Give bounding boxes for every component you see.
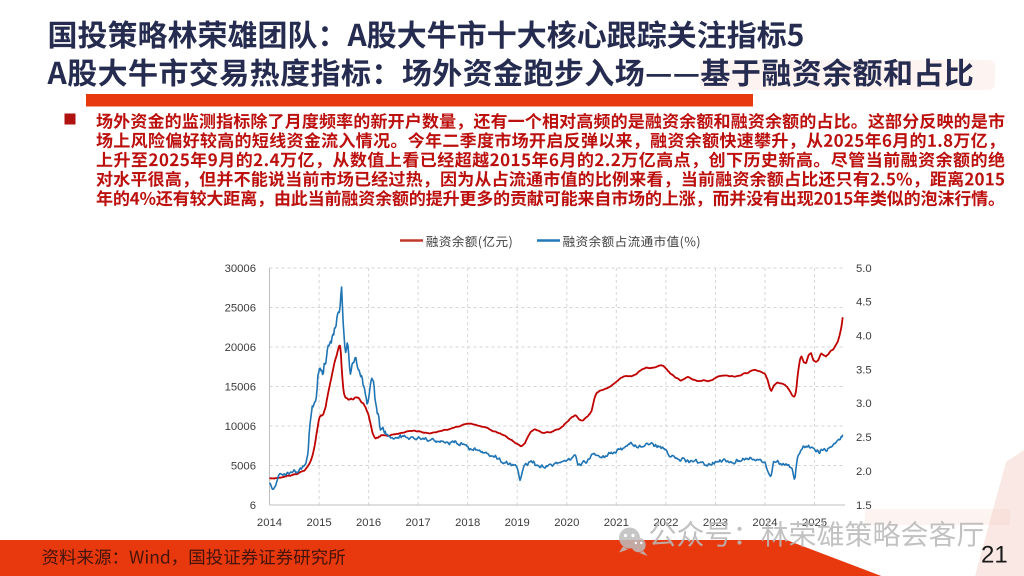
svg-text:2.5: 2.5 — [856, 432, 872, 444]
svg-text:30006: 30006 — [225, 263, 256, 275]
svg-text:6: 6 — [250, 500, 256, 512]
svg-text:20006: 20006 — [225, 342, 256, 354]
svg-text:2018: 2018 — [455, 517, 480, 529]
svg-text:2014: 2014 — [257, 517, 282, 529]
svg-text:2017: 2017 — [406, 517, 431, 529]
svg-text:2024: 2024 — [752, 517, 777, 529]
svg-text:5006: 5006 — [231, 460, 256, 472]
svg-text:3.5: 3.5 — [856, 364, 872, 376]
svg-text:1.5: 1.5 — [856, 500, 872, 512]
svg-text:2016: 2016 — [356, 517, 381, 529]
svg-text:10006: 10006 — [225, 421, 256, 433]
svg-text:4.5: 4.5 — [856, 297, 872, 309]
svg-text:2015: 2015 — [307, 517, 332, 529]
svg-text:15006: 15006 — [225, 381, 256, 393]
svg-text:2.0: 2.0 — [856, 466, 872, 478]
svg-text:4.0: 4.0 — [856, 331, 872, 343]
svg-text:21: 21 — [981, 542, 1008, 569]
svg-text:25006: 25006 — [225, 302, 256, 314]
svg-text:2020: 2020 — [554, 517, 579, 529]
svg-text:3.0: 3.0 — [856, 398, 872, 410]
svg-text:2019: 2019 — [505, 517, 530, 529]
svg-text:5.0: 5.0 — [856, 263, 872, 275]
svg-text:2021: 2021 — [604, 517, 629, 529]
